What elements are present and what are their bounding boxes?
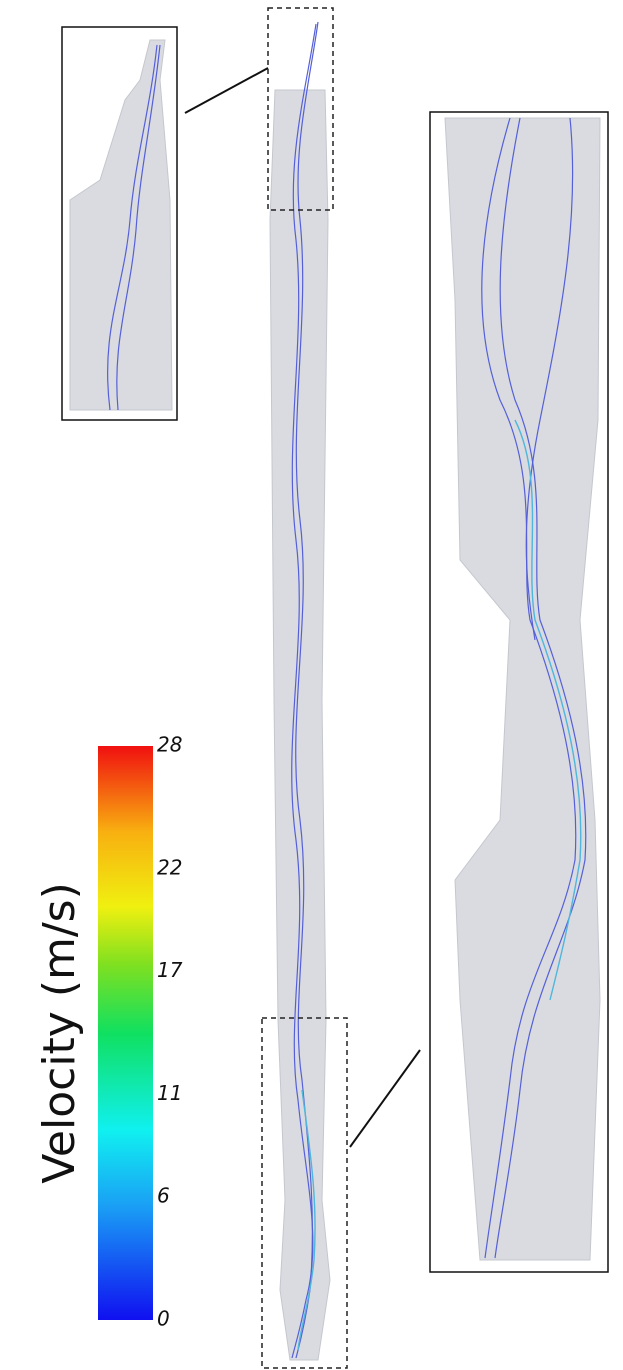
tick-label: 6: [157, 1184, 170, 1208]
tick-label: 28: [157, 733, 182, 757]
colorbar-scale: [98, 746, 153, 1320]
inset-right: [430, 112, 608, 1272]
colorbar: Velocity (m/s) 0 6 11 17 22 28: [34, 733, 183, 1331]
connector: [350, 1050, 420, 1147]
figure: Velocity (m/s) 0 6 11 17 22 28: [0, 0, 623, 1370]
inset-top: [62, 27, 177, 420]
colorbar-title: Velocity (m/s): [34, 882, 85, 1184]
tick-label: 17: [157, 958, 183, 982]
tick-label: 11: [157, 1081, 182, 1105]
tick-label: 0: [157, 1307, 170, 1331]
tick-label: 22: [157, 856, 182, 880]
connector: [185, 68, 268, 113]
main-strip: [270, 22, 330, 1360]
